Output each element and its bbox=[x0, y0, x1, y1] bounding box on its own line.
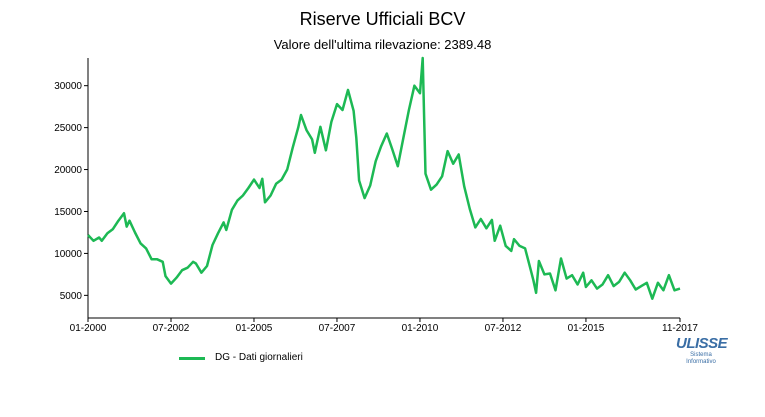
legend-label: DG - Dati giornalieri bbox=[215, 352, 303, 363]
y-tick-label: 15000 bbox=[54, 207, 82, 218]
x-tick-label: 01-2010 bbox=[402, 323, 439, 334]
chart-subtitle: Valore dell'ultima rilevazione: 2389.48 bbox=[273, 37, 492, 52]
x-tick-label: 07-2002 bbox=[153, 323, 190, 334]
y-tick-label: 30000 bbox=[54, 81, 82, 92]
x-tick-label: 07-2007 bbox=[319, 323, 356, 334]
chart-title: Riserve Ufficiali BCV bbox=[299, 9, 466, 29]
legend-swatch bbox=[179, 357, 205, 360]
x-tick-label: 07-2012 bbox=[485, 323, 522, 334]
ulisse-logo: ULISSE Sistema Informativo bbox=[676, 335, 728, 376]
y-tick-label: 25000 bbox=[54, 123, 82, 134]
y-tick-label: 20000 bbox=[54, 165, 82, 176]
chart-ticks: 5000 10000 15000 20000 25000 30000 01-2000 07-2… bbox=[54, 81, 698, 334]
x-tick-label: 01-2005 bbox=[236, 323, 273, 334]
chart-axes bbox=[87, 58, 680, 319]
series-layer bbox=[87, 56, 681, 300]
series-line bbox=[87, 56, 681, 300]
y-tick-label: 5000 bbox=[60, 291, 83, 302]
x-tick-label: 11-2017 bbox=[662, 323, 698, 334]
x-tick-label: 01-2000 bbox=[70, 323, 107, 334]
logo-subtitle-line1: Sistema bbox=[690, 352, 712, 358]
logo-name: ULISSE bbox=[676, 335, 728, 352]
y-tick-label: 10000 bbox=[54, 249, 82, 260]
x-tick-label: 01-2015 bbox=[568, 323, 605, 334]
logo-subtitle-line2: Informativo bbox=[686, 359, 716, 365]
